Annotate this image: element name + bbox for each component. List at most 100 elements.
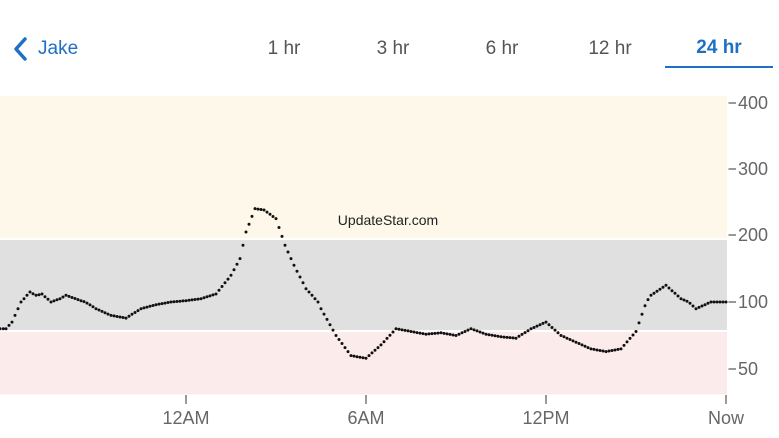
data-point [493,334,497,338]
data-point [277,226,281,229]
data-point [688,301,692,305]
data-point [166,301,170,304]
data-point [4,327,8,331]
data-point [541,321,545,325]
data-point [253,207,257,211]
data-point [193,298,197,301]
data-point [268,212,272,216]
data-point [532,326,536,329]
data-point [469,327,473,331]
data-point [535,324,539,328]
data-point [685,299,689,303]
data-point [145,305,149,309]
data-point [523,331,527,335]
data-point [445,332,449,336]
tab-12-hr[interactable]: 12 hr [588,38,632,59]
data-point [184,299,188,303]
data-point [142,306,146,310]
data-point [52,299,56,303]
data-point [508,336,512,340]
data-point [385,336,389,340]
data-point [250,214,254,218]
data-point [499,335,503,339]
data-point [304,287,308,291]
data-point [586,346,590,350]
data-point [433,331,437,335]
data-point [451,333,455,337]
data-point [232,268,236,272]
data-point [589,347,593,351]
data-point [211,293,215,297]
data-point [292,263,296,267]
data-point [28,290,32,294]
band-high [0,96,727,238]
data-point [613,348,617,352]
data-point [367,354,371,358]
data-point [547,323,551,327]
data-point [127,314,131,318]
data-point [7,323,11,327]
data-point [25,293,29,297]
data-point [334,334,338,337]
data-point [226,277,230,281]
watermark: UpdateStar.com [338,212,438,228]
data-point [625,340,629,344]
y-tick-label: 200 [738,225,768,245]
data-point [673,291,677,295]
data-point [244,230,248,234]
data-point [517,334,521,338]
data-point [154,303,158,307]
data-point [442,331,446,335]
data-point [121,316,125,319]
data-point [1,327,5,331]
data-point [544,320,548,324]
data-point [529,327,533,331]
glucose-chart: 400 300 200 100 50 12AM 6AM 12PM Now UpdateStar… [0,93,768,428]
data-point [346,350,350,354]
data-point [679,297,683,301]
data-point [382,340,386,344]
data-point [655,289,659,293]
data-point [313,297,317,301]
data-point [73,297,77,300]
data-point [661,285,665,289]
data-point [217,288,221,292]
data-point [40,292,44,296]
data-point [658,287,662,291]
data-point [352,354,356,358]
data-point [418,331,422,335]
back-button[interactable]: Jake [12,34,78,64]
data-point [10,320,14,324]
data-point [271,215,275,218]
data-point [616,347,620,351]
data-point [436,331,440,335]
data-point [592,347,596,351]
tab-24-hr[interactable]: 24 hr [665,30,773,68]
data-point [580,343,584,347]
data-point [415,331,419,335]
data-point [115,315,119,318]
data-point [34,293,38,297]
data-point [283,243,287,247]
data-point [148,304,152,308]
data-point [61,295,65,299]
data-point [172,300,176,304]
data-point [97,308,101,312]
data-point [49,300,53,304]
data-point [631,333,635,337]
data-point [307,290,311,294]
data-point [577,342,581,345]
data-point [595,348,599,352]
data-point [331,328,335,332]
data-point [568,338,572,341]
tab-6-hr[interactable]: 6 hr [485,38,519,59]
data-point [157,302,161,306]
data-point [430,332,434,336]
tab-1-hr[interactable]: 1 hr [267,38,301,59]
y-axis: 400 300 200 100 50 [727,93,768,395]
y-tick-label: 100 [738,292,768,312]
tab-3-hr[interactable]: 3 hr [376,38,410,59]
data-point [31,292,35,296]
data-point [151,304,155,307]
data-point [520,332,524,336]
